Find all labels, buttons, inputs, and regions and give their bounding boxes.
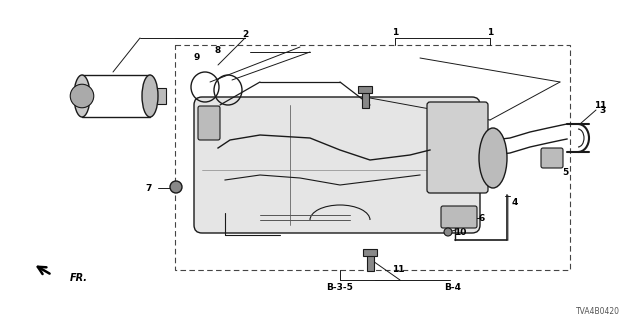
Ellipse shape (479, 128, 507, 188)
FancyBboxPatch shape (362, 90, 369, 108)
Text: 2: 2 (242, 29, 248, 38)
FancyBboxPatch shape (198, 106, 220, 140)
Text: FR.: FR. (70, 273, 88, 283)
Text: 9: 9 (194, 52, 200, 61)
FancyBboxPatch shape (148, 88, 166, 104)
FancyBboxPatch shape (194, 97, 480, 233)
Circle shape (444, 228, 452, 236)
Circle shape (70, 84, 94, 108)
FancyBboxPatch shape (363, 249, 377, 256)
FancyBboxPatch shape (427, 102, 488, 193)
Text: TVA4B0420: TVA4B0420 (576, 308, 620, 316)
Text: 1: 1 (392, 28, 398, 36)
Ellipse shape (142, 75, 158, 117)
Text: B-4: B-4 (445, 283, 461, 292)
Ellipse shape (74, 75, 90, 117)
FancyBboxPatch shape (367, 253, 374, 271)
Text: 11: 11 (392, 266, 404, 275)
Circle shape (170, 181, 182, 193)
Text: 10: 10 (454, 228, 466, 236)
FancyBboxPatch shape (358, 86, 372, 93)
Text: 4: 4 (512, 197, 518, 206)
Text: 3: 3 (599, 106, 605, 115)
FancyBboxPatch shape (541, 148, 563, 168)
Text: 11: 11 (594, 100, 606, 109)
Text: 8: 8 (215, 45, 221, 54)
FancyBboxPatch shape (441, 206, 477, 228)
Text: 6: 6 (479, 213, 485, 222)
Bar (175, 45, 570, 270)
Text: B-3-5: B-3-5 (326, 283, 353, 292)
Text: 7: 7 (146, 183, 152, 193)
Text: 1: 1 (487, 28, 493, 36)
Text: 5: 5 (562, 167, 568, 177)
